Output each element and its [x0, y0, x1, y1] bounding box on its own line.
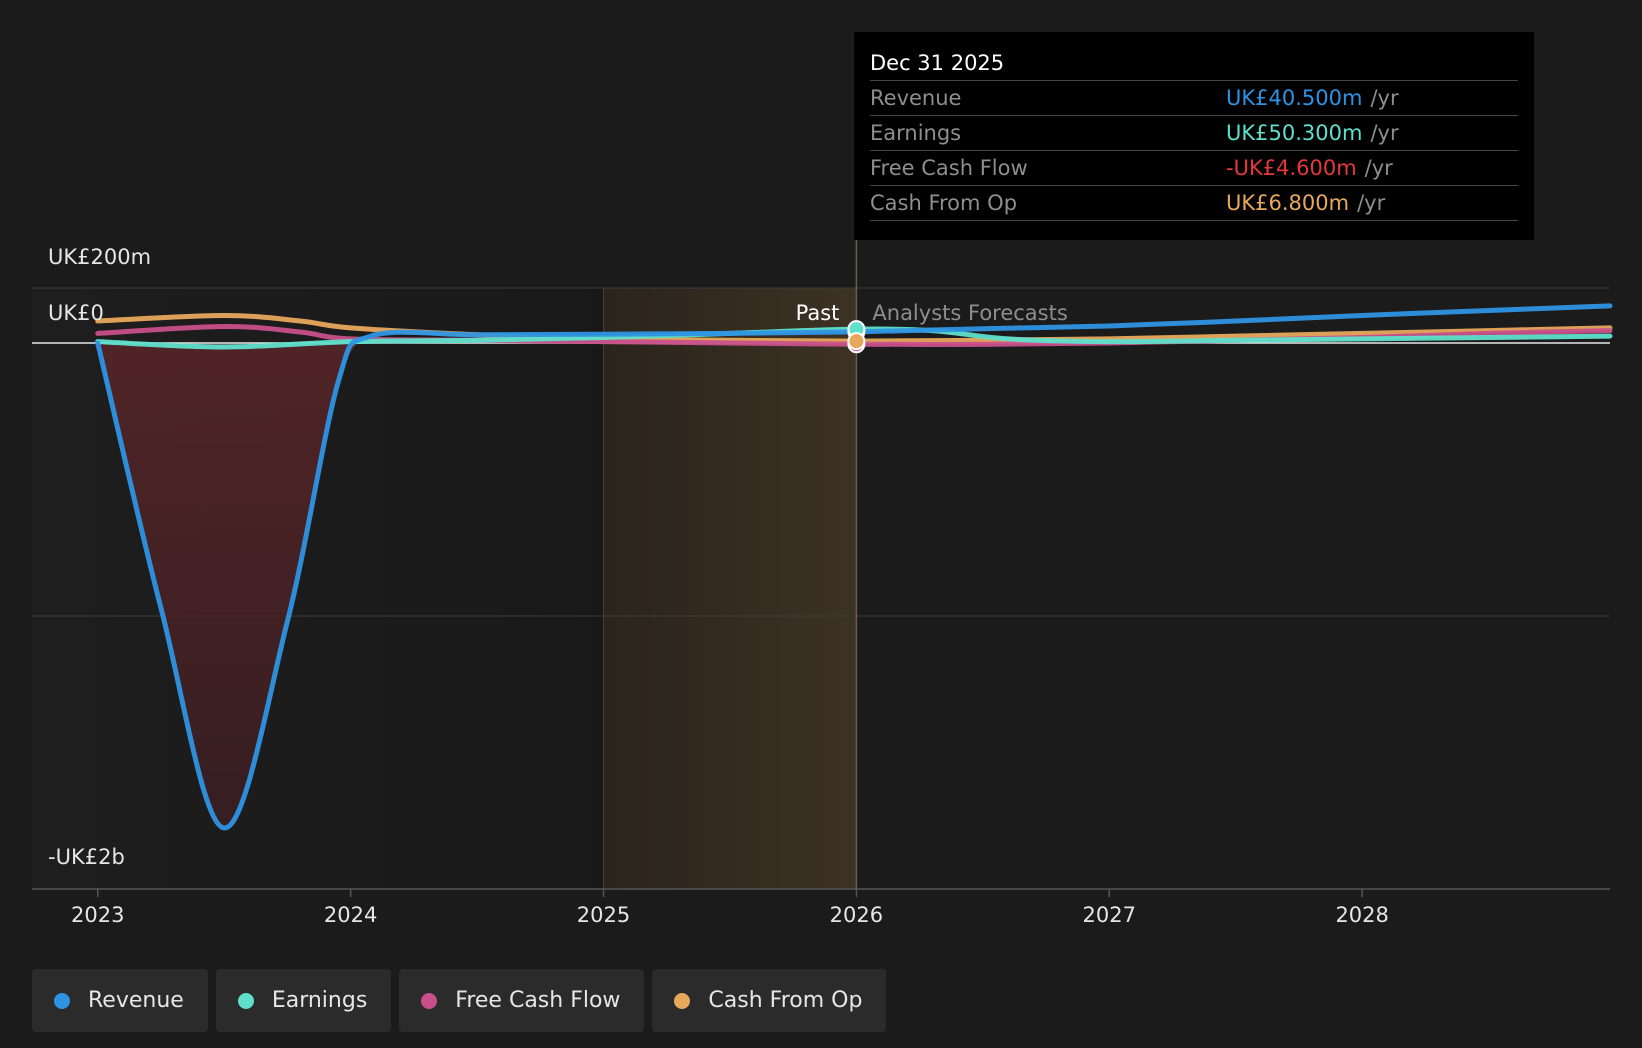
marker-point-cash-from-op: [847, 332, 866, 351]
x-tick-label: 2025: [577, 903, 630, 927]
tooltip-row-revenue: Revenue UK£40.500m /yr: [870, 81, 1518, 116]
x-tick-label: 2026: [830, 903, 883, 927]
legend-item-earnings[interactable]: Earnings: [215, 969, 392, 1032]
tooltip-label: Earnings: [870, 121, 962, 145]
x-tick-label: 2024: [324, 903, 377, 927]
legend-dot-icon: [237, 992, 254, 1009]
highlight-region: [603, 288, 857, 889]
tooltip-unit: /yr: [1370, 121, 1399, 145]
tooltip-row-cash-from-op: Cash From Op UK£6.800m /yr: [870, 186, 1518, 221]
tooltip-label: Revenue: [870, 86, 962, 110]
y-tick-label: UK£200m: [48, 245, 151, 269]
legend-item-cash-from-op[interactable]: Cash From Op: [652, 969, 887, 1032]
legend-label: Free Cash Flow: [455, 988, 621, 1013]
legend: Revenue Earnings Free Cash Flow Cash Fro…: [32, 969, 887, 1032]
y-tick-label: -UK£2b: [48, 845, 125, 869]
legend-label: Revenue: [88, 988, 184, 1013]
tooltip-unit: /yr: [1370, 86, 1399, 110]
legend-label: Earnings: [271, 988, 368, 1013]
tooltip-row-free-cash-flow: Free Cash Flow -UK£4.600m /yr: [870, 151, 1518, 186]
series-line-revenue: [95, 303, 1613, 831]
tooltip-value: UK£50.300m: [1226, 121, 1363, 145]
tooltip-unit: /yr: [1357, 191, 1386, 215]
tooltip: Dec 31 2025 Revenue UK£40.500m /yr Earni…: [854, 32, 1534, 240]
legend-dot-icon: [421, 992, 438, 1009]
tooltip-unit: /yr: [1364, 156, 1393, 180]
x-tick-label: 2023: [71, 903, 124, 927]
forecast-label: Analysts Forecasts: [872, 301, 1067, 325]
past-label: Past: [796, 301, 840, 325]
legend-item-revenue[interactable]: Revenue: [32, 969, 208, 1032]
tooltip-date: Dec 31 2025: [870, 46, 1518, 81]
legend-dot-icon: [674, 992, 691, 1009]
x-tick-label: 2027: [1083, 903, 1136, 927]
legend-label: Cash From Op: [708, 988, 863, 1013]
tooltip-label: Cash From Op: [870, 191, 1018, 215]
series-line-cash-from-op: [95, 312, 1613, 344]
tooltip-row-earnings: Earnings UK£50.300m /yr: [870, 116, 1518, 151]
tooltip-value: UK£6.800m: [1226, 191, 1350, 215]
legend-item-free-cash-flow[interactable]: Free Cash Flow: [399, 969, 645, 1032]
x-tick-label: 2028: [1335, 903, 1388, 927]
legend-dot-icon: [54, 992, 70, 1009]
tooltip-label: Free Cash Flow: [870, 156, 1028, 180]
tooltip-value: UK£40.500m: [1226, 86, 1363, 110]
y-tick-label: UK£0: [48, 301, 104, 325]
tooltip-value: -UK£4.600m: [1226, 156, 1357, 180]
revenue-negative-area: [97, 336, 371, 828]
